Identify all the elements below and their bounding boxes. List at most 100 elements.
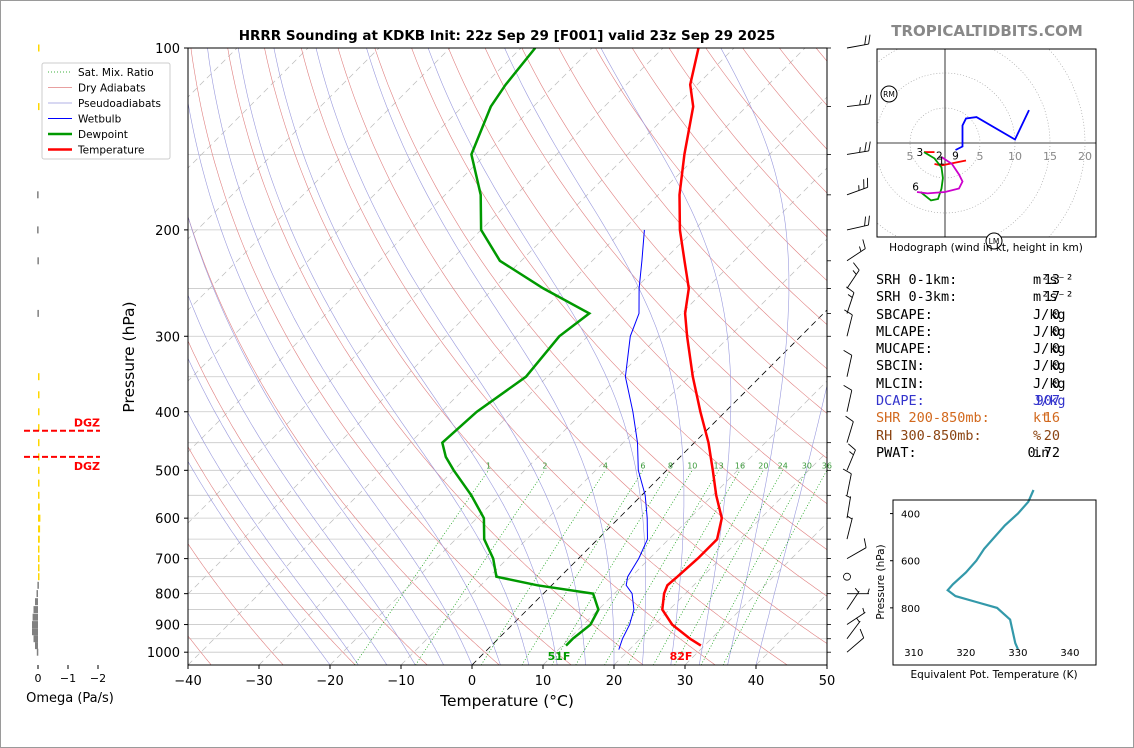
- y-tick-label: 500: [155, 464, 180, 479]
- parameter-label: SBCIN:: [876, 358, 925, 375]
- chart-title: HRRR Sounding at KDKB Init: 22z Sep 29 […: [239, 28, 776, 44]
- skewt-profiles: [440, 48, 724, 650]
- wind-barb-flag: [844, 309, 853, 316]
- pseudoadiabat-line: [188, 100, 473, 665]
- omega-bar: [38, 573, 40, 581]
- legend-label-dry-adiabats: Dry Adiabats: [78, 83, 146, 95]
- omega-bar: [32, 621, 38, 629]
- parameter-unit: J/kg: [1033, 306, 1066, 323]
- wind-barb-flag: [868, 215, 870, 226]
- wind-barb-staff: [846, 620, 861, 640]
- wind-barb-staff: [846, 186, 868, 196]
- mixing-ratio-line: [700, 470, 808, 665]
- parameter-value: 13: [1043, 272, 1060, 288]
- y-tick-label: 400: [155, 406, 180, 421]
- parameter-label: SRH 0-1km:: [876, 272, 958, 288]
- parameter-unit: %: [1033, 427, 1042, 444]
- omega-bar: [33, 635, 38, 643]
- wind-barb-flag: [868, 94, 872, 105]
- parameter-label: SBCAPE:: [876, 306, 933, 323]
- parameter-row: SBCAPE: 0 J/kg: [876, 307, 1096, 324]
- omega-bar: [38, 479, 40, 487]
- parameter-row: SHR 200-850mb: 16 kt: [876, 410, 1096, 427]
- wind-barb-flag: [843, 385, 853, 391]
- pseudoadiabat-line: [273, 48, 558, 665]
- mixing-ratio-label: 24: [778, 461, 788, 470]
- parameter-row: SRH 0-3km: 17 m²s⁻²: [876, 289, 1096, 306]
- wind-barb-flag: [864, 142, 867, 152]
- theta-e-panel: 310 320 330 340 400 600 800: [890, 489, 1080, 659]
- pseudoadiabat-line: [755, 384, 827, 665]
- parameter-row: MLCAPE: 0 J/kg: [876, 324, 1096, 341]
- mixing-ratio-label: 10: [687, 461, 697, 470]
- dry-adiabat-line: [484, 48, 827, 459]
- omega-bar: [35, 642, 38, 650]
- mixing-ratio-label: 13: [714, 461, 724, 470]
- parameter-label: DCAPE:: [876, 393, 925, 410]
- hodograph-height-label: 2: [936, 151, 943, 163]
- omega-panel: DGZ DGZ 0 −1 −2: [24, 44, 106, 685]
- storm-motion-label: RM: [883, 90, 895, 99]
- wind-barb-flag: [859, 628, 865, 639]
- wind-barb-staff: [846, 292, 855, 314]
- omega-bar: [38, 44, 40, 52]
- omega-bar: [37, 309, 39, 317]
- parameter-value: 17: [1043, 289, 1060, 306]
- isotherm-line: [613, 451, 827, 665]
- omega-bar: [38, 545, 40, 553]
- hodograph-ring: [877, 49, 1051, 237]
- isotherm-line: [329, 167, 827, 665]
- wind-barbs: [826, 34, 872, 665]
- theta-e-y-tick-label: 800: [901, 604, 920, 615]
- parameter-label: MLCIN:: [876, 375, 925, 392]
- parameter-label: PWAT:: [876, 444, 917, 461]
- x-tick-label: −30: [245, 674, 272, 689]
- wind-barb-flag: [862, 239, 866, 249]
- omega-bar: [37, 191, 39, 199]
- parameter-value: 0: [1051, 341, 1060, 358]
- x-tick-label: 30: [677, 674, 694, 689]
- wind-barb-half-flag: [847, 294, 853, 298]
- mixing-ratio-line: [652, 470, 764, 665]
- x-tick-label: 20: [606, 674, 623, 689]
- pseudoadiabat-line: [188, 357, 388, 665]
- hodograph-ring-label: 20: [1078, 150, 1092, 163]
- pseudoadiabat-line: [237, 48, 530, 665]
- hodograph-ring-label: 5: [977, 150, 984, 163]
- dry-adiabat-line: [558, 48, 827, 370]
- parameter-value: 0.72: [1027, 444, 1060, 461]
- dry-adiabat-line: [411, 48, 827, 551]
- surface-temperature-label: 82F: [670, 650, 693, 663]
- hodograph-height-label: 9: [952, 151, 959, 163]
- hodograph-ring-label-left: 5: [907, 150, 914, 163]
- omega-bar: [38, 525, 41, 533]
- pseudoadiabat-line: [504, 48, 685, 665]
- parameter-value: 16: [1043, 410, 1060, 427]
- mixing-ratio-line: [722, 470, 827, 665]
- hodograph-height-label: 1: [938, 156, 945, 168]
- legend-label-temperature: Temperature: [77, 145, 145, 157]
- omega-bar: [38, 439, 40, 447]
- wind-barb-staff: [846, 496, 852, 519]
- mixing-ratio-line: [415, 470, 546, 665]
- isotherm-line: [471, 309, 827, 665]
- omega-bar: [38, 503, 40, 511]
- parameter-value: 20: [1043, 427, 1060, 444]
- pseudoadiabat-line: [188, 215, 444, 665]
- legend-label-wetbulb: Wetbulb: [78, 114, 122, 126]
- omega-bar: [38, 424, 40, 432]
- parameter-row: PWAT: 0.72 in: [876, 445, 1096, 462]
- pseudoadiabat-line: [207, 48, 501, 665]
- y-axis-label: Pressure (hPa): [120, 301, 138, 412]
- chart-legend: Sat. Mix. Ratio Dry Adiabats Pseudoadiab…: [41, 62, 171, 160]
- wind-barb-staff: [846, 547, 867, 559]
- hodograph-segment: [919, 151, 944, 202]
- legend-box: [41, 62, 171, 160]
- omega-bar: [33, 606, 38, 614]
- parameter-label: MLCAPE:: [876, 323, 933, 340]
- wind-barb-staff: [846, 611, 866, 625]
- omega-bar: [38, 373, 40, 381]
- dry-adiabat-line: [448, 48, 827, 505]
- parameter-unit: m²s⁻²: [1033, 289, 1074, 306]
- omega-bar: [38, 555, 40, 563]
